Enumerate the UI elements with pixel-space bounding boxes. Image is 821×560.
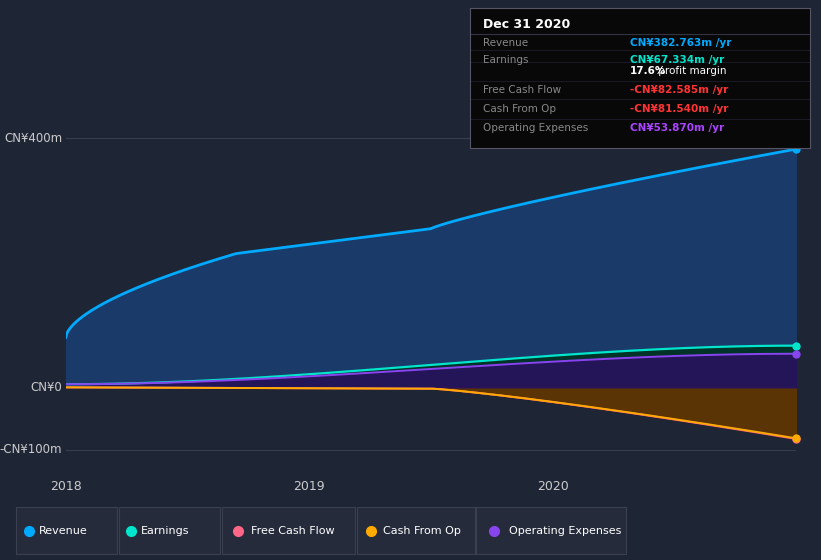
Text: Operating Expenses: Operating Expenses — [484, 123, 589, 133]
Text: -CN¥100m: -CN¥100m — [0, 443, 62, 456]
Text: Operating Expenses: Operating Expenses — [509, 526, 621, 535]
Text: Free Cash Flow: Free Cash Flow — [484, 85, 562, 95]
Text: Revenue: Revenue — [39, 526, 87, 535]
Text: Cash From Op: Cash From Op — [383, 526, 461, 535]
Text: Earnings: Earnings — [141, 526, 190, 535]
Text: Revenue: Revenue — [484, 38, 529, 48]
Text: CN¥382.763m /yr: CN¥382.763m /yr — [630, 38, 732, 48]
Text: CN¥0: CN¥0 — [30, 381, 62, 394]
Text: CN¥400m: CN¥400m — [4, 132, 62, 145]
Text: CN¥53.870m /yr: CN¥53.870m /yr — [630, 123, 724, 133]
Text: 2019: 2019 — [293, 480, 325, 493]
Text: -CN¥82.585m /yr: -CN¥82.585m /yr — [630, 85, 728, 95]
Text: Dec 31 2020: Dec 31 2020 — [484, 18, 571, 31]
Text: -CN¥81.540m /yr: -CN¥81.540m /yr — [630, 104, 728, 114]
Text: Free Cash Flow: Free Cash Flow — [251, 526, 335, 535]
Text: Earnings: Earnings — [484, 55, 529, 64]
Text: profit margin: profit margin — [655, 66, 727, 76]
Text: 2018: 2018 — [50, 480, 81, 493]
Text: 17.6%: 17.6% — [630, 66, 666, 76]
Text: Cash From Op: Cash From Op — [484, 104, 557, 114]
Text: 2020: 2020 — [537, 480, 569, 493]
Text: CN¥67.334m /yr: CN¥67.334m /yr — [630, 55, 724, 64]
